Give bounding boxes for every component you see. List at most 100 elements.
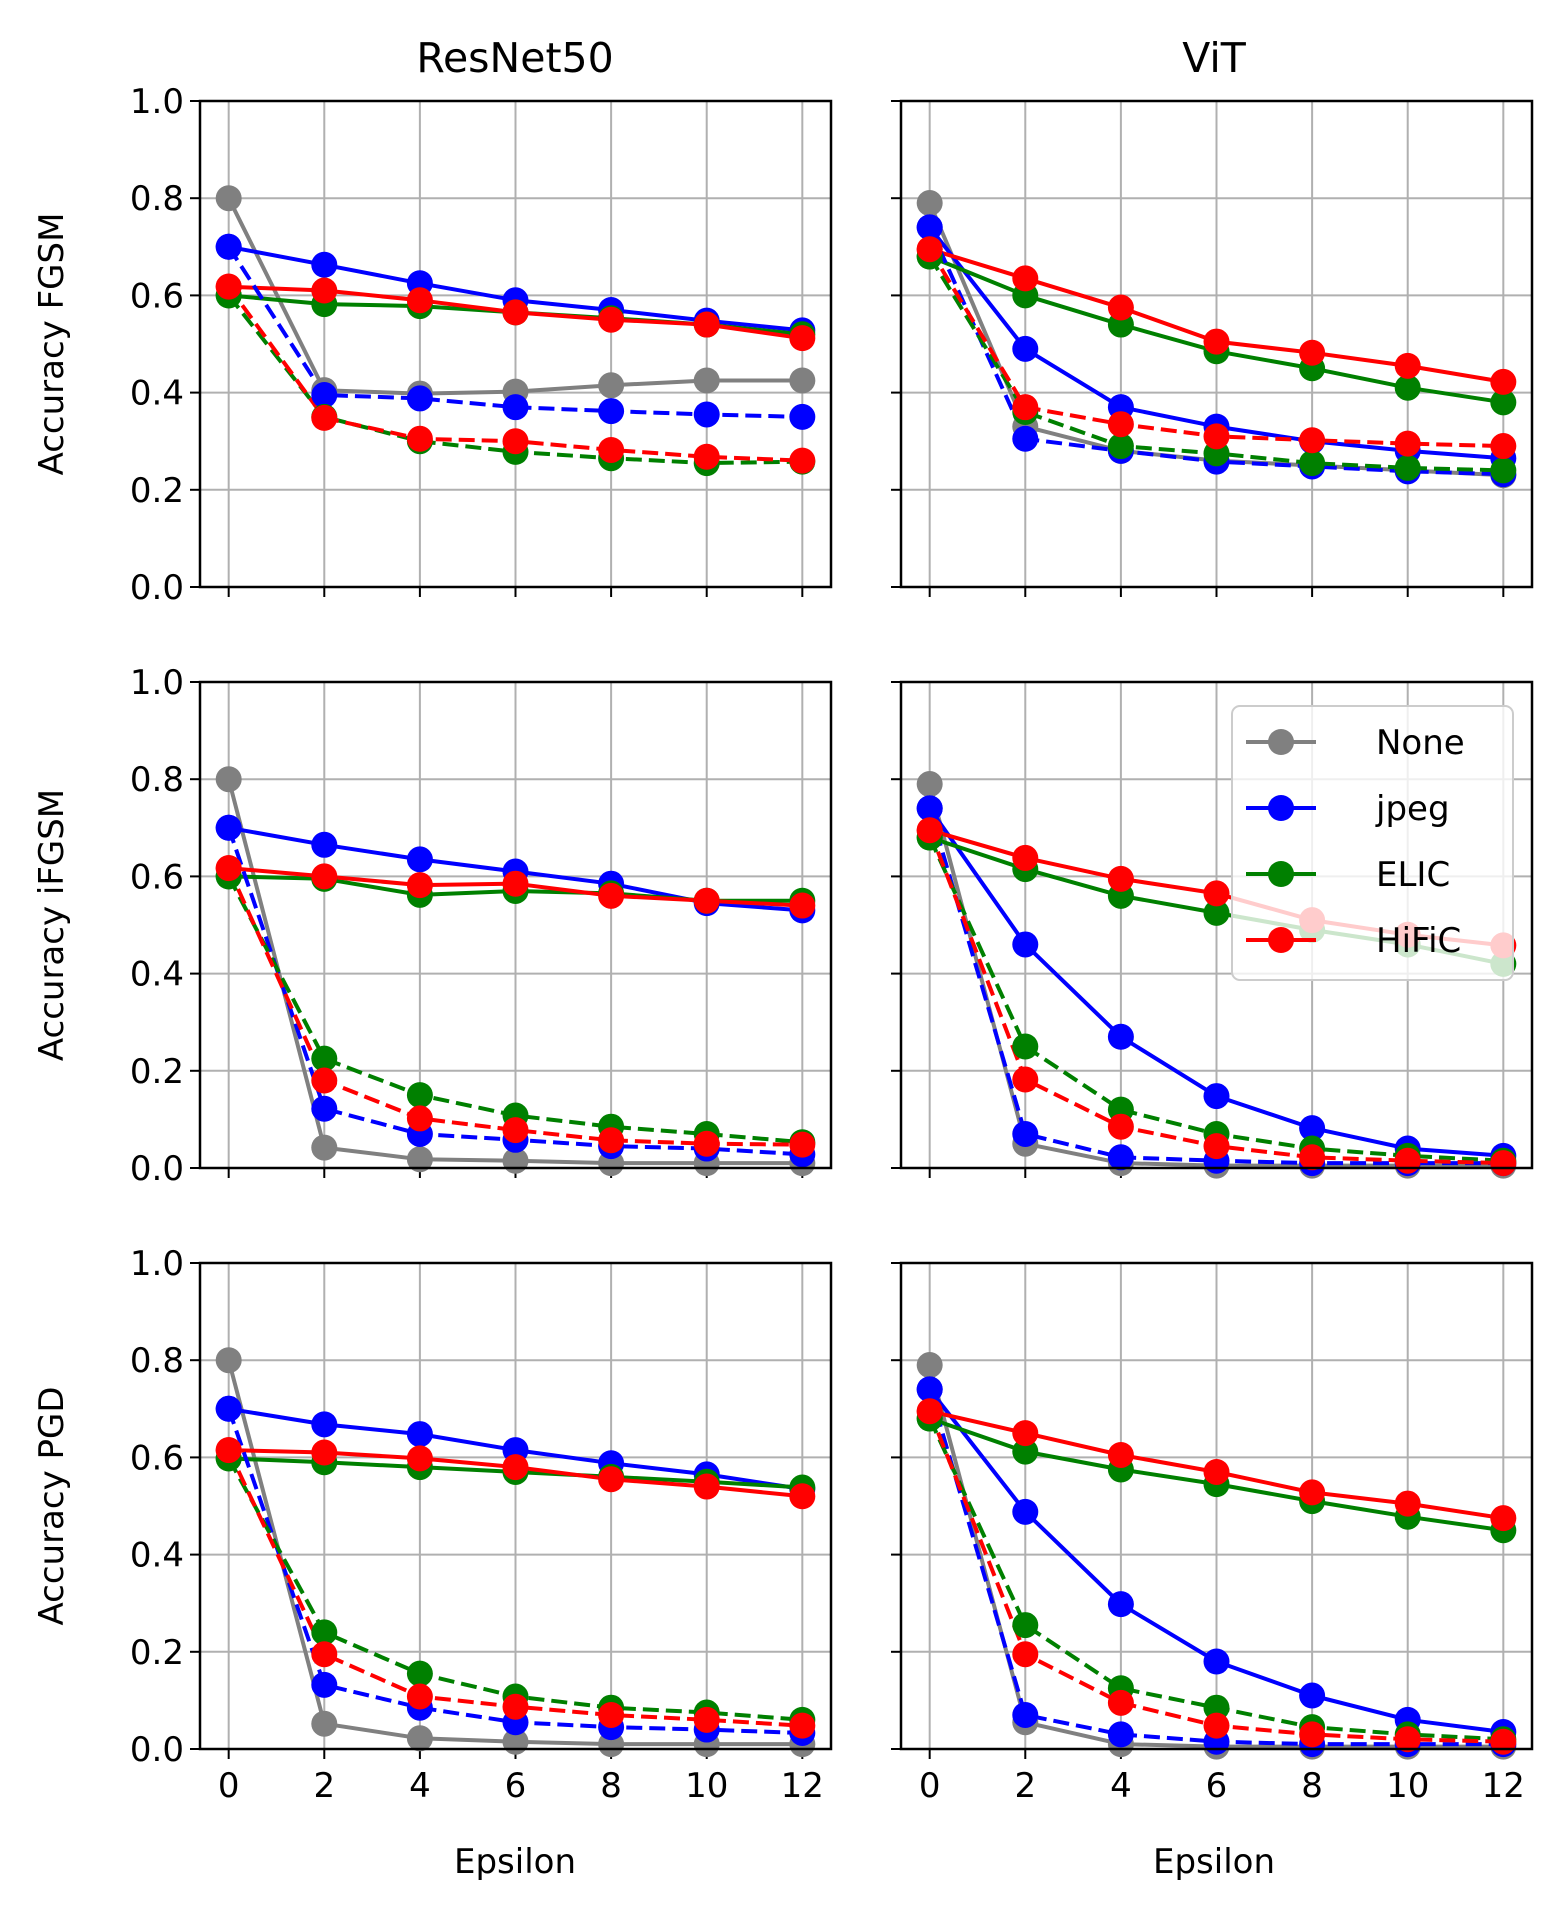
data-point-none bbox=[789, 367, 816, 394]
ylabel-accuracy-ifgsm: Accuracy iFGSM bbox=[32, 789, 72, 1061]
x-tick-label: 2 bbox=[1014, 1766, 1036, 1806]
x-tick-label: 10 bbox=[685, 1766, 728, 1806]
y-tick-label: 0.8 bbox=[130, 760, 184, 800]
legend-entry-elic: ELIC bbox=[1246, 855, 1450, 895]
data-point-hific bbox=[598, 306, 625, 333]
data-point-hific bbox=[1299, 1479, 1326, 1506]
x-tick-label: 4 bbox=[409, 1766, 431, 1806]
data-point-jpeg bbox=[1107, 1023, 1134, 1050]
legend-frame bbox=[1231, 705, 1514, 981]
y-tick-label: 0.6 bbox=[130, 857, 184, 897]
y-tick-label: 0.4 bbox=[130, 374, 184, 414]
y-tick-label: 0.0 bbox=[130, 568, 184, 608]
data-point-jpeg-dashed bbox=[215, 1395, 242, 1422]
data-point-hific-dashed bbox=[1203, 423, 1230, 450]
data-point-elic-dashed bbox=[1012, 1033, 1039, 1060]
data-point-hific-dashed bbox=[789, 1712, 816, 1739]
data-point-jpeg bbox=[406, 846, 433, 873]
data-point-hific-dashed bbox=[1203, 1712, 1230, 1739]
data-point-jpeg-dashed bbox=[311, 1095, 338, 1122]
data-point-hific-dashed bbox=[311, 1067, 338, 1094]
data-point-jpeg-dashed bbox=[916, 1376, 943, 1403]
y-tick-label: 0.8 bbox=[130, 1341, 184, 1381]
data-point-elic bbox=[1012, 1438, 1039, 1465]
data-point-none bbox=[406, 1725, 433, 1752]
data-point-hific bbox=[1203, 328, 1230, 355]
data-point-hific-dashed bbox=[1394, 1147, 1421, 1174]
data-point-elic-dashed bbox=[1299, 450, 1326, 477]
data-point-jpeg-dashed bbox=[215, 233, 242, 260]
x-tick-label: 8 bbox=[600, 1766, 622, 1806]
data-point-hific bbox=[1107, 1441, 1134, 1468]
x-tick-label: 12 bbox=[781, 1766, 824, 1806]
data-point-hific bbox=[789, 325, 816, 352]
data-point-hific-dashed bbox=[502, 428, 529, 455]
data-point-jpeg-dashed bbox=[693, 401, 720, 428]
panel-resnet50-pgd: 0 2 4 6 8 10 12 0.0 0.2 0.4 0.6 0.8 1.0 bbox=[130, 1244, 833, 1806]
legend-entry-none: None bbox=[1246, 723, 1465, 763]
y-tick-label: 0.2 bbox=[130, 1633, 184, 1673]
data-point-hific bbox=[406, 287, 433, 314]
data-point-hific-dashed bbox=[916, 236, 943, 263]
data-point-hific-dashed bbox=[311, 404, 338, 431]
data-point-jpeg bbox=[1299, 1115, 1326, 1142]
xlabel-epsilon-right: Epsilon bbox=[1153, 1842, 1275, 1882]
data-point-hific bbox=[598, 1466, 625, 1493]
data-point-hific-dashed bbox=[1394, 1726, 1421, 1753]
data-point-hific-dashed bbox=[1394, 430, 1421, 457]
data-point-hific-dashed bbox=[1107, 1113, 1134, 1140]
data-point-elic-dashed bbox=[1203, 1694, 1230, 1721]
y-tick-label: 1.0 bbox=[130, 82, 184, 122]
x-tick-label: 12 bbox=[1482, 1766, 1525, 1806]
panel-resnet50-fgsm: 0.0 0.2 0.4 0.6 0.8 1.0 bbox=[130, 82, 833, 608]
data-point-hific-dashed bbox=[916, 1398, 943, 1425]
data-point-hific bbox=[502, 299, 529, 326]
legend-label-jpeg: jpeg bbox=[1375, 789, 1450, 829]
y-tick-label: 0.4 bbox=[130, 955, 184, 995]
data-point-hific-dashed bbox=[693, 443, 720, 470]
data-point-hific-dashed bbox=[1203, 1133, 1230, 1160]
data-point-hific-dashed bbox=[215, 273, 242, 300]
data-point-hific bbox=[789, 892, 816, 919]
panel-frame bbox=[198, 1261, 833, 1751]
data-point-jpeg bbox=[1012, 335, 1039, 362]
y-tick-label: 0.0 bbox=[130, 1149, 184, 1189]
data-point-hific bbox=[789, 1483, 816, 1510]
data-point-jpeg-dashed bbox=[916, 214, 943, 241]
data-point-hific bbox=[311, 1439, 338, 1466]
data-point-jpeg-dashed bbox=[215, 814, 242, 841]
data-point-jpeg-dashed bbox=[1107, 1144, 1134, 1171]
legend: None jpeg ELIC HiFiC bbox=[1231, 705, 1514, 981]
data-point-none bbox=[406, 1146, 433, 1173]
data-point-elic-dashed bbox=[1394, 454, 1421, 481]
data-point-hific bbox=[693, 1473, 720, 1500]
legend-label-hific: HiFiC bbox=[1376, 921, 1461, 961]
data-point-none bbox=[215, 766, 242, 793]
data-point-elic bbox=[1203, 899, 1230, 926]
data-point-jpeg bbox=[1012, 1498, 1039, 1525]
panel-frame bbox=[198, 99, 833, 589]
data-point-hific-dashed bbox=[1012, 1066, 1039, 1093]
data-point-jpeg-dashed bbox=[598, 398, 625, 425]
data-point-jpeg bbox=[1203, 1083, 1230, 1110]
x-tick-label: 6 bbox=[505, 1766, 527, 1806]
y-tick-label: 0.2 bbox=[130, 471, 184, 511]
panel-frame bbox=[198, 680, 833, 1170]
data-point-hific-dashed bbox=[598, 1701, 625, 1728]
data-point-hific-dashed bbox=[1299, 427, 1326, 454]
x-tick-label: 0 bbox=[919, 1766, 941, 1806]
panel-frame bbox=[899, 99, 1534, 589]
data-point-none bbox=[311, 1134, 338, 1161]
data-point-jpeg bbox=[311, 1411, 338, 1438]
data-point-elic bbox=[1394, 374, 1421, 401]
data-point-elic-dashed bbox=[311, 1619, 338, 1646]
data-point-hific bbox=[1012, 844, 1039, 871]
data-point-hific-dashed bbox=[1299, 1144, 1326, 1171]
x-tick-label: 8 bbox=[1301, 1766, 1323, 1806]
data-point-hific-dashed bbox=[215, 1437, 242, 1464]
legend-label-none: None bbox=[1376, 723, 1465, 763]
data-point-none bbox=[916, 190, 943, 217]
legend-marker-elic bbox=[1268, 861, 1294, 887]
data-point-none bbox=[311, 1710, 338, 1737]
